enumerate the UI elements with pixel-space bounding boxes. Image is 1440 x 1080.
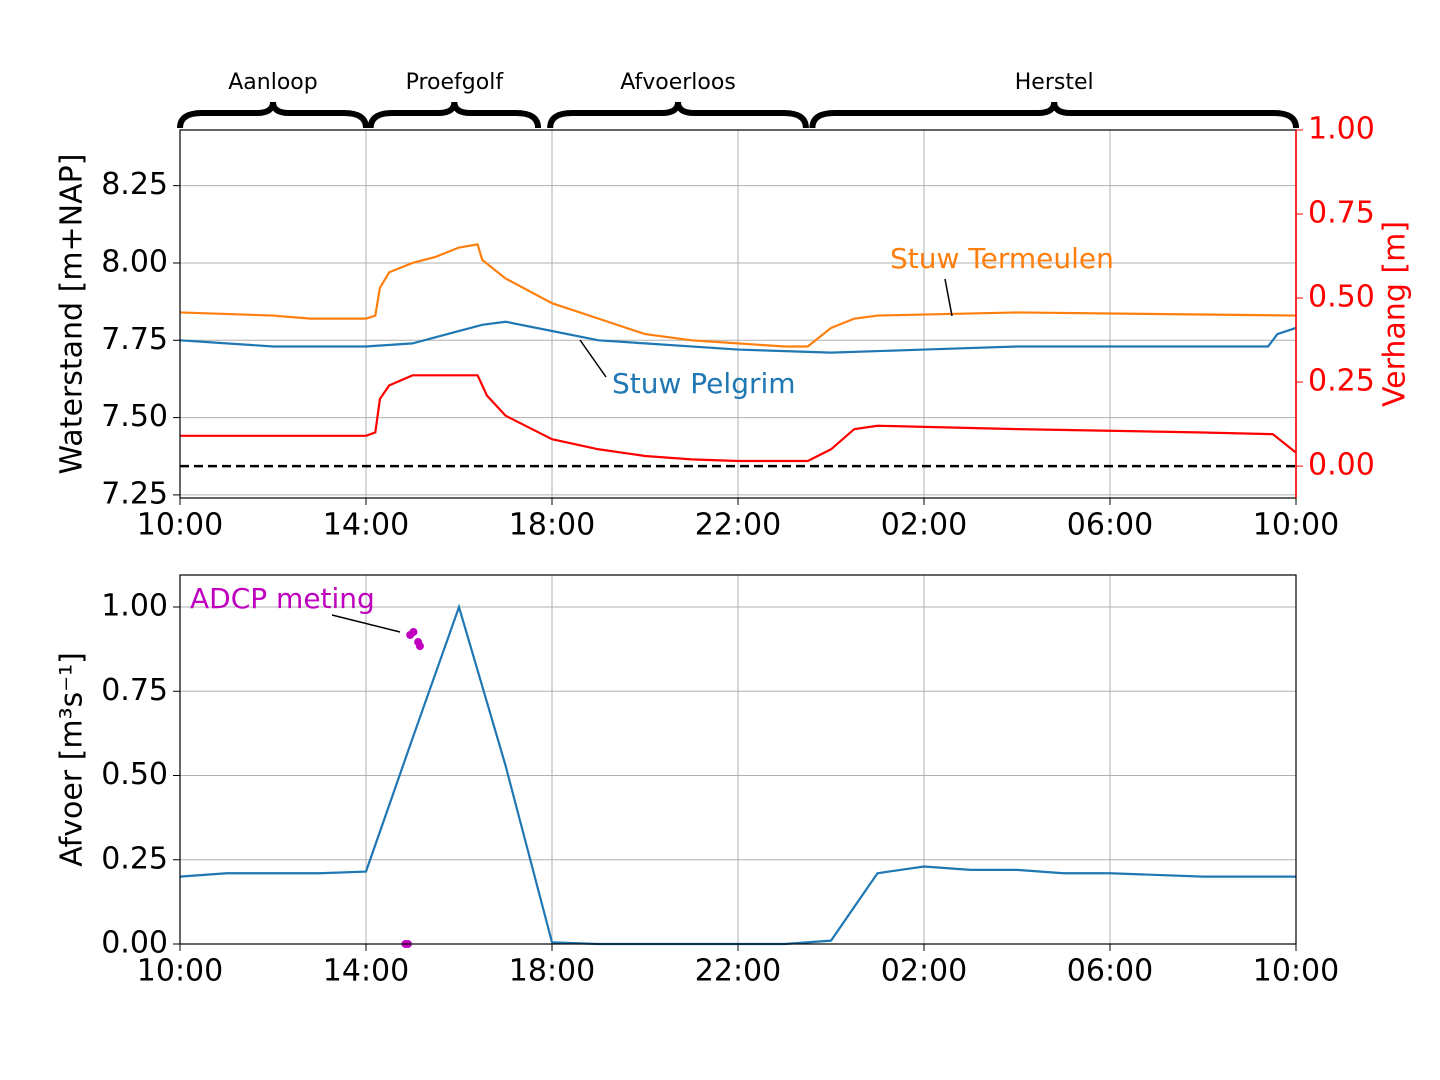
phase-brace <box>809 101 1299 129</box>
x-tick-label: 22:00 <box>695 508 781 543</box>
scatter-point <box>409 627 418 636</box>
y-tick-label: 0.00 <box>101 926 168 961</box>
x-tick-label: 10:00 <box>1253 508 1339 543</box>
plot-frame <box>179 574 1297 945</box>
x-tick-label: 10:00 <box>137 508 223 543</box>
y-tick-label: 0.25 <box>101 841 168 876</box>
x-tick-label: 06:00 <box>1067 508 1153 543</box>
data-line <box>180 374 1297 463</box>
data-line <box>179 320 1297 354</box>
y2-tick-label: 0.25 <box>1308 364 1375 399</box>
x-tick-label: 18:00 <box>509 508 595 543</box>
y-tick-label: 1.00 <box>101 589 168 624</box>
phase-label: Herstel <box>1015 70 1094 95</box>
y-tick-label: 7.25 <box>101 476 168 511</box>
annotation-arrow <box>944 278 953 317</box>
y-tick-label: 8.25 <box>101 167 168 202</box>
y2-tick-label: 0.50 <box>1308 280 1375 315</box>
phase-brace <box>547 101 809 129</box>
y-tick-label: 8.00 <box>101 244 168 279</box>
x-tick-label: 14:00 <box>323 508 409 543</box>
series-annotation: Stuw Termeulen <box>890 242 1114 275</box>
series-annotation: Stuw Pelgrim <box>612 367 796 400</box>
y2-axis-label: Verhang [m] <box>1378 221 1413 407</box>
scatter-point <box>415 642 424 651</box>
x-tick-label: 10:00 <box>137 954 223 989</box>
x-tick-label: 22:00 <box>695 954 781 989</box>
y2-tick-label: 0.00 <box>1308 448 1375 483</box>
series-annotation: ADCP meting <box>190 582 375 615</box>
x-tick-label: 14:00 <box>323 954 409 989</box>
y-tick-label: 7.50 <box>101 399 168 434</box>
x-tick-label: 02:00 <box>881 508 967 543</box>
x-tick-label: 02:00 <box>881 954 967 989</box>
phase-label: Aanloop <box>228 70 317 95</box>
phase-label: Afvoerloos <box>620 70 736 95</box>
y2-tick-label: 0.75 <box>1308 196 1375 231</box>
phase-label: Proefgolf <box>406 70 505 95</box>
data-line <box>179 243 1297 348</box>
x-tick-label: 18:00 <box>509 954 595 989</box>
annotation-arrow <box>331 614 401 633</box>
y-tick-label: 0.75 <box>101 673 168 708</box>
y-axis-label: Waterstand [m+NAP] <box>55 154 90 475</box>
y2-tick-label: 1.00 <box>1308 112 1375 147</box>
x-tick-label: 10:00 <box>1253 954 1339 989</box>
y-axis-label: Afvoer [m³s⁻¹] <box>55 652 90 867</box>
y-tick-label: 0.50 <box>101 757 168 792</box>
y-tick-label: 7.75 <box>101 322 168 357</box>
x-tick-label: 06:00 <box>1067 954 1153 989</box>
phase-brace <box>177 101 369 129</box>
phase-brace <box>367 101 542 129</box>
annotation-arrow <box>579 339 607 378</box>
